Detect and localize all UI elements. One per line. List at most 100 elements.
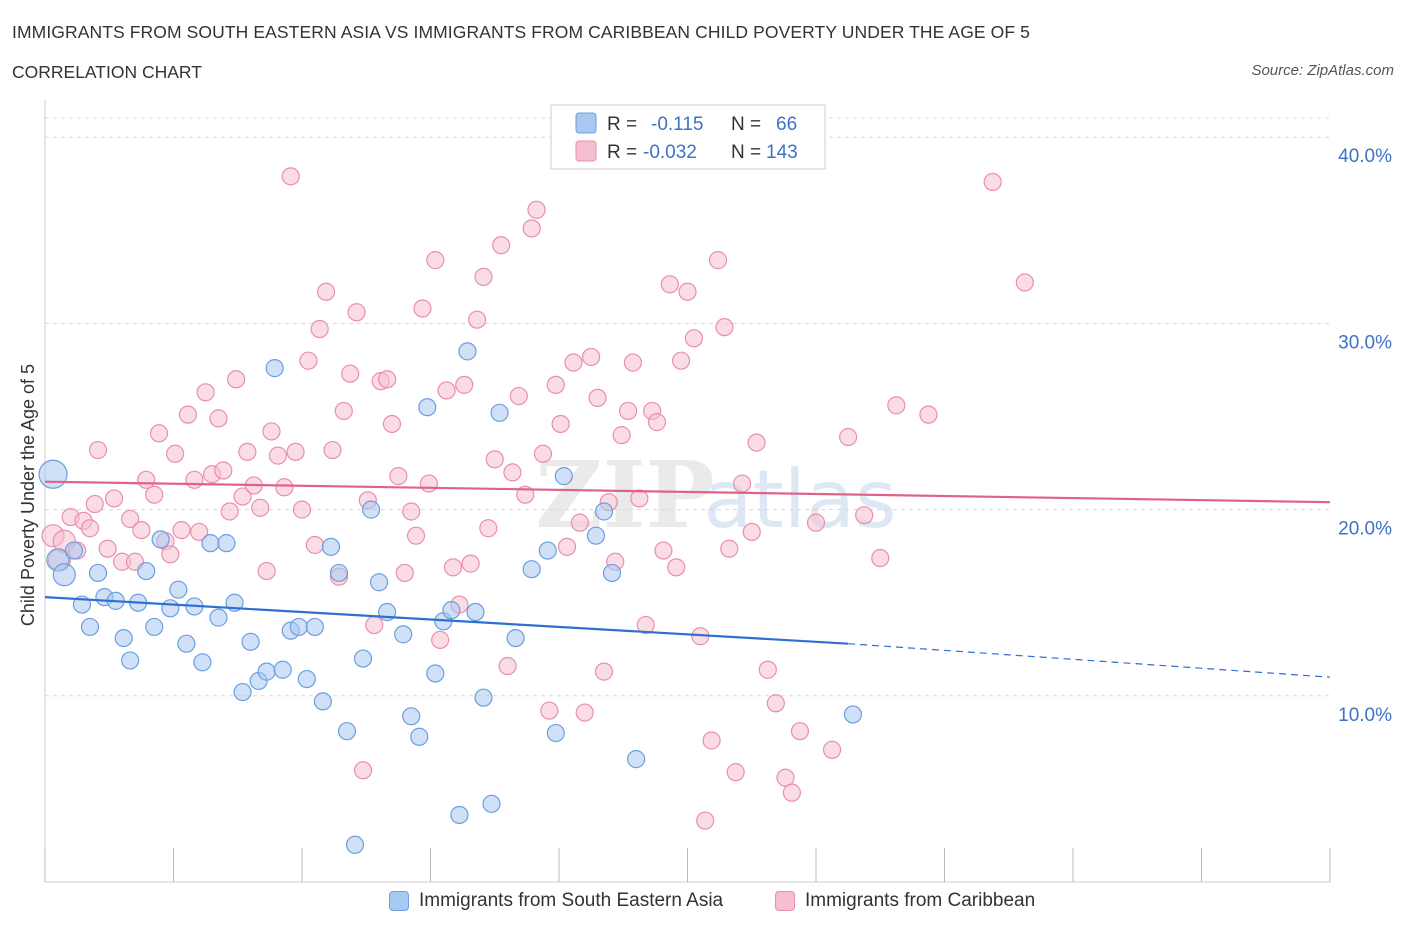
pink-point bbox=[623, 353, 642, 372]
legend-swatch-blue bbox=[389, 891, 409, 911]
pink-point bbox=[341, 364, 360, 383]
blue-point bbox=[474, 688, 493, 707]
pink-point bbox=[790, 722, 810, 741]
blue-point bbox=[337, 722, 357, 741]
pink-point bbox=[334, 401, 353, 421]
stats-r-label: R = bbox=[607, 114, 637, 135]
pink-point bbox=[402, 502, 421, 521]
pink-point bbox=[419, 474, 438, 493]
legend-item-caribbean[interactable]: Immigrants from Caribbean bbox=[775, 890, 1035, 912]
blue-point bbox=[201, 534, 220, 553]
pink-point bbox=[492, 236, 511, 255]
pink-point bbox=[389, 467, 408, 486]
blue-point bbox=[145, 617, 164, 637]
pink-point bbox=[540, 701, 559, 720]
pink-point bbox=[612, 426, 631, 445]
pink-point bbox=[98, 539, 117, 558]
blue-point bbox=[289, 617, 308, 637]
blue-point bbox=[88, 563, 108, 583]
pink-point bbox=[251, 498, 270, 517]
pink-point bbox=[378, 370, 397, 389]
stats-n-label: N = bbox=[731, 142, 761, 163]
pink-point bbox=[983, 172, 1002, 192]
pink-point bbox=[667, 558, 686, 577]
blue-point bbox=[297, 669, 316, 689]
legend-item-south-eastern-asia[interactable]: Immigrants from South Eastern Asia bbox=[389, 890, 723, 912]
stats-n-value: 66 bbox=[776, 114, 797, 135]
watermark-zip: ZIP bbox=[535, 441, 714, 549]
pink-point bbox=[887, 396, 906, 415]
pink-point bbox=[630, 489, 649, 508]
pink-point bbox=[660, 275, 679, 294]
pink-point bbox=[461, 554, 480, 573]
blue-point bbox=[80, 617, 100, 637]
trend-line-south-eastern-asia bbox=[44, 596, 849, 645]
blue-point bbox=[345, 835, 365, 854]
blue-point bbox=[273, 660, 292, 679]
pink-point bbox=[80, 519, 100, 538]
pink-point bbox=[822, 740, 842, 759]
source-label: Source: ZipAtlas.com bbox=[1251, 62, 1394, 79]
pink-point bbox=[316, 282, 336, 301]
pink-point bbox=[149, 424, 169, 443]
pink-point bbox=[747, 433, 766, 452]
pink-point bbox=[292, 500, 312, 519]
zipatlas-watermark: ZIP atlas bbox=[535, 441, 896, 549]
pink-point bbox=[1015, 273, 1034, 292]
pink-point bbox=[871, 548, 890, 568]
blue-point bbox=[329, 563, 349, 583]
pink-point bbox=[551, 414, 570, 434]
pink-point bbox=[522, 219, 541, 238]
y-tick-label: 20.0% bbox=[1338, 519, 1392, 540]
pink-point bbox=[720, 539, 739, 558]
pink-point bbox=[733, 474, 752, 493]
blue-point bbox=[233, 682, 252, 702]
pink-point bbox=[178, 405, 198, 424]
pink-point bbox=[708, 251, 728, 270]
blue-point bbox=[843, 705, 863, 724]
pink-point bbox=[209, 409, 228, 428]
blue-point bbox=[426, 664, 445, 683]
pink-point bbox=[684, 329, 704, 348]
blue-point bbox=[114, 628, 133, 648]
pink-point bbox=[654, 541, 673, 560]
pink-point bbox=[262, 422, 281, 441]
pink-point bbox=[533, 444, 553, 463]
pink-point bbox=[919, 405, 938, 424]
pink-point bbox=[406, 526, 426, 545]
pink-point bbox=[696, 811, 715, 830]
blue-point bbox=[402, 707, 421, 726]
pink-point bbox=[437, 381, 456, 400]
pink-point bbox=[509, 386, 528, 406]
pink-point bbox=[678, 282, 697, 301]
pink-point bbox=[227, 370, 246, 389]
blue-point bbox=[64, 541, 84, 560]
blue-point bbox=[546, 723, 565, 743]
stats-n-value: 143 bbox=[766, 142, 798, 163]
pink-point bbox=[190, 522, 209, 542]
blue-point bbox=[602, 563, 622, 583]
blue-point bbox=[137, 561, 156, 581]
pink-point bbox=[742, 522, 761, 542]
pink-point bbox=[233, 487, 252, 506]
pink-point bbox=[474, 267, 493, 286]
trend-lines bbox=[44, 480, 1331, 678]
pink-point bbox=[137, 470, 156, 489]
blue-point bbox=[370, 573, 389, 592]
pink-point bbox=[758, 660, 777, 679]
blue-point bbox=[305, 617, 324, 637]
stats-swatch-pink bbox=[575, 140, 597, 162]
pink-point bbox=[557, 537, 577, 556]
pink-point bbox=[220, 502, 239, 521]
pink-point bbox=[145, 485, 164, 504]
blue-point bbox=[418, 398, 437, 417]
blue-point bbox=[394, 625, 413, 644]
pink-point bbox=[104, 489, 124, 508]
pink-point bbox=[395, 563, 414, 583]
blue-point bbox=[450, 805, 469, 825]
pink-point bbox=[455, 375, 474, 394]
pink-point bbox=[196, 383, 215, 402]
blue-point bbox=[241, 632, 260, 651]
pink-point bbox=[238, 442, 257, 461]
trend-extension-south-eastern-asia bbox=[848, 643, 1331, 678]
